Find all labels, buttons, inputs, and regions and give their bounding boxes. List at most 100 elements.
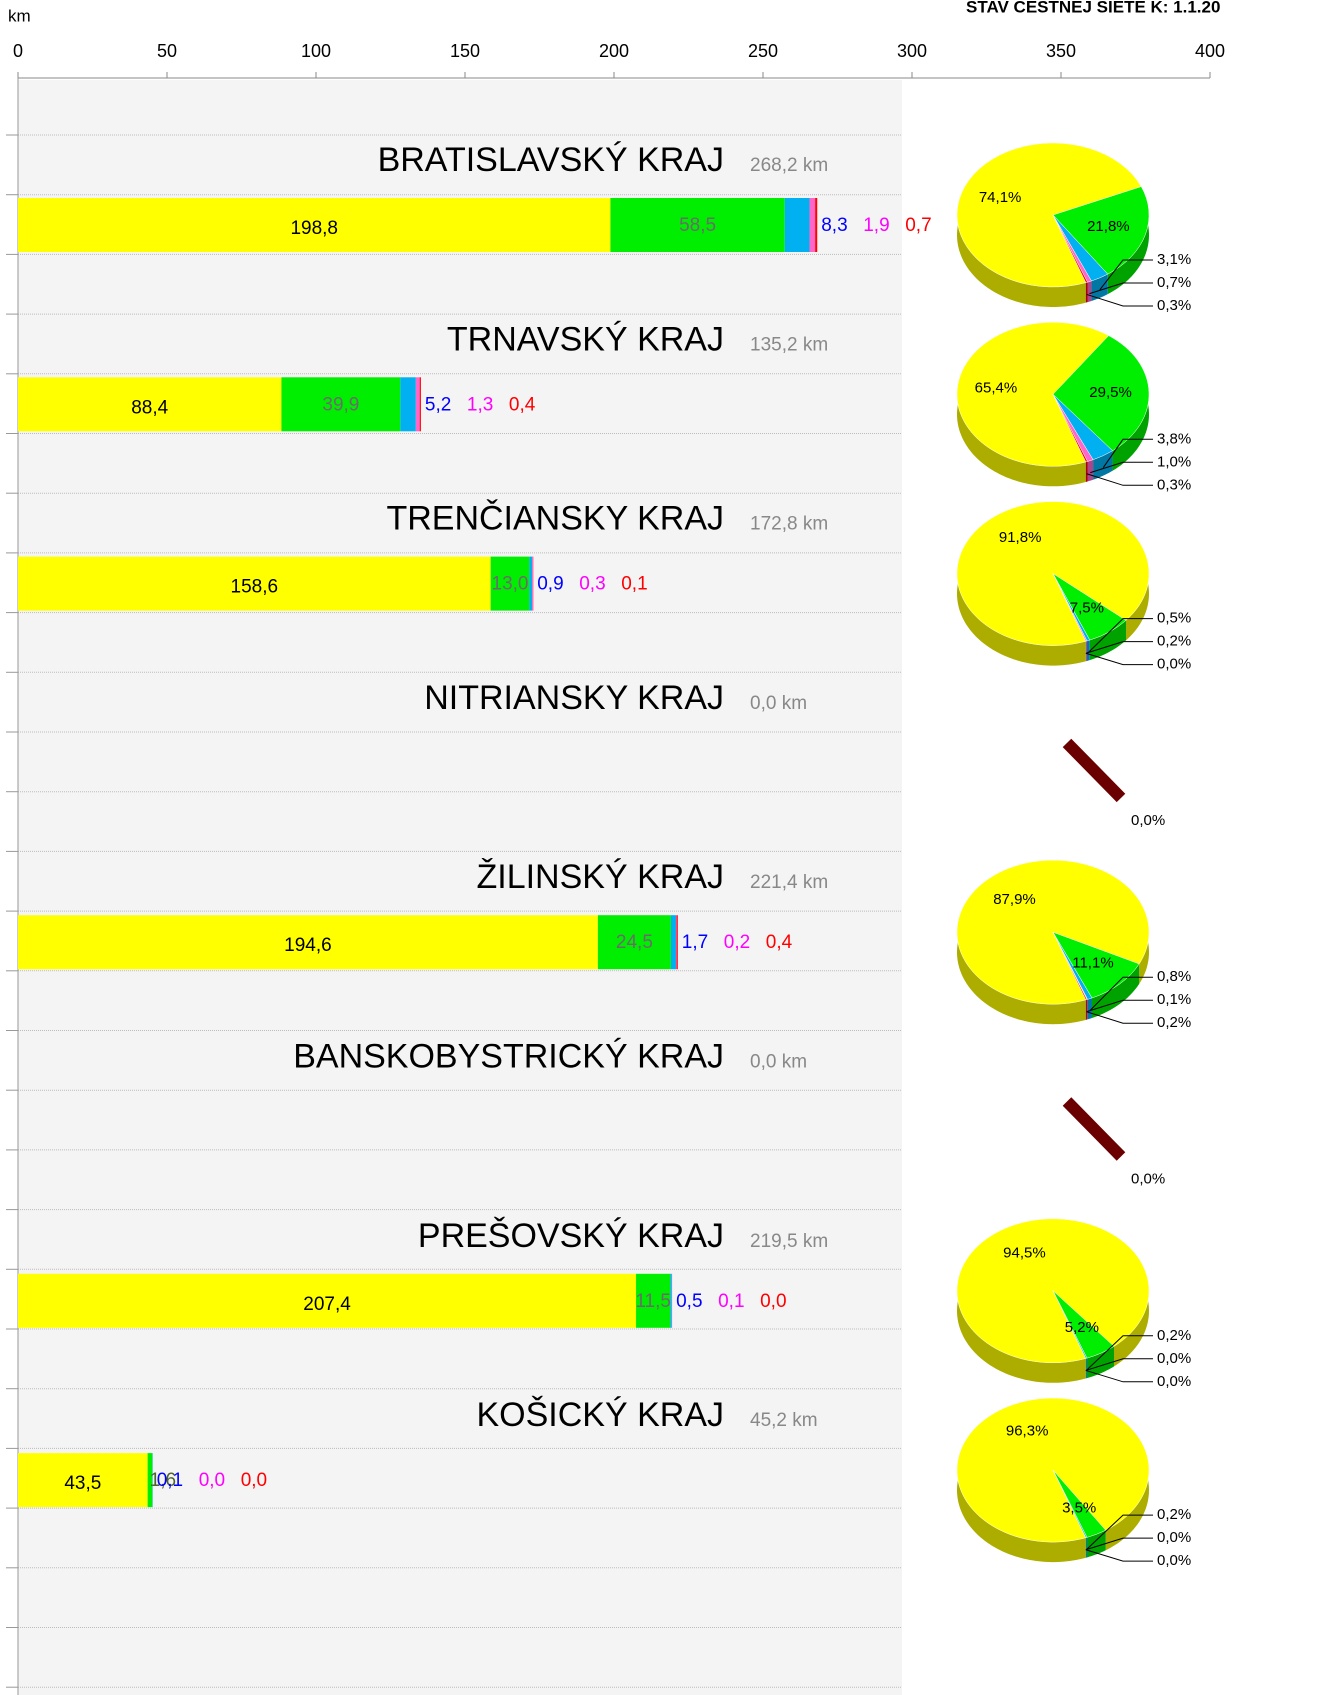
pie-label: 7,5% bbox=[1070, 600, 1104, 617]
pie-label: 3,1% bbox=[1157, 251, 1191, 268]
pie-slice bbox=[1052, 394, 1088, 463]
x-tick-label: 100 bbox=[301, 41, 331, 61]
bar-value-label: 0,5 bbox=[676, 1291, 702, 1312]
bar-value-label: 0,0 bbox=[199, 1470, 225, 1491]
pie-leader bbox=[1085, 1369, 1153, 1383]
bar-segment bbox=[675, 915, 677, 970]
region-title: ŽILINSKÝ KRAJ bbox=[476, 858, 724, 896]
bar-segment bbox=[18, 1273, 637, 1328]
x-tick-label: 300 bbox=[897, 41, 927, 61]
bar-segment bbox=[419, 377, 421, 432]
pie-label: 74,1% bbox=[979, 189, 1022, 206]
bar-value-label: 1,3 bbox=[467, 394, 493, 415]
pie-slice bbox=[1052, 1290, 1088, 1359]
bar-segment bbox=[597, 915, 671, 970]
bar-segment bbox=[490, 556, 530, 611]
bar-value-label: 0,7 bbox=[905, 215, 931, 236]
pie-side bbox=[1085, 640, 1087, 662]
region-title: BRATISLAVSKÝ KRAJ bbox=[378, 141, 724, 179]
region-total: 45,2 km bbox=[750, 1410, 818, 1431]
pie-label: 94,5% bbox=[1003, 1244, 1046, 1261]
pie-side bbox=[1086, 999, 1088, 1020]
bar-segment bbox=[281, 377, 401, 432]
pie-leader bbox=[1088, 618, 1153, 653]
region-title: NITRIANSKY KRAJ bbox=[424, 679, 724, 717]
pie-side bbox=[1087, 997, 1092, 1020]
bar-value-label: 207,4 bbox=[303, 1294, 351, 1315]
region-title: TRNAVSKÝ KRAJ bbox=[447, 320, 724, 358]
pie-leader bbox=[1090, 461, 1153, 474]
bar-value-label: 0,9 bbox=[537, 574, 563, 595]
x-tick-label: 150 bbox=[450, 41, 480, 61]
pie-label: 0,2% bbox=[1157, 1506, 1191, 1523]
bar-segment bbox=[670, 1273, 672, 1328]
bar-segment bbox=[676, 915, 678, 970]
bar-value-label: 43,5 bbox=[64, 1473, 101, 1494]
pie-slice bbox=[1052, 573, 1088, 642]
pie-slice bbox=[1052, 1469, 1088, 1539]
region-title: PREŠOVSKÝ KRAJ bbox=[418, 1217, 724, 1255]
bar-value-label: 158,6 bbox=[231, 577, 279, 598]
pie-label: 65,4% bbox=[975, 379, 1018, 396]
pie-side bbox=[1087, 459, 1094, 482]
pie-label: 96,3% bbox=[1006, 1422, 1049, 1439]
region-total: 268,2 km bbox=[750, 155, 828, 176]
pie-slice bbox=[1052, 931, 1140, 999]
bar-value-label: 0,4 bbox=[509, 394, 536, 415]
bar-value-label: 0,3 bbox=[579, 574, 605, 595]
x-tick-label: 200 bbox=[599, 41, 629, 61]
pie-leader bbox=[1085, 652, 1153, 666]
pie-empty bbox=[1062, 1097, 1126, 1161]
bar-value-label: 88,4 bbox=[131, 397, 168, 418]
bar-segment bbox=[18, 198, 611, 252]
pie-side bbox=[1091, 274, 1108, 301]
bar-value-label: 11,5 bbox=[635, 1291, 671, 1312]
pie-leader bbox=[1085, 1549, 1153, 1562]
pie-side bbox=[1089, 620, 1127, 661]
pie-label: 0,1% bbox=[1157, 991, 1191, 1008]
bar-value-label: 198,8 bbox=[290, 218, 338, 239]
chart-title: STAV CESTNEJ SIETE K: 1.1.20 bbox=[966, 0, 1220, 16]
bar-segment bbox=[18, 1453, 148, 1508]
pie-leader bbox=[1085, 1358, 1153, 1371]
bar-value-label: 0,1 bbox=[157, 1470, 183, 1491]
pie-leader bbox=[1087, 999, 1153, 1012]
pie-label: 3,8% bbox=[1157, 430, 1191, 447]
pie-leader bbox=[1086, 1514, 1153, 1550]
pie-slice bbox=[1052, 932, 1088, 1001]
region-total: 135,2 km bbox=[750, 334, 828, 355]
bar-value-label: 8,3 bbox=[821, 215, 847, 236]
pie-label: 0,0% bbox=[1131, 1170, 1165, 1187]
pie-side bbox=[1086, 1530, 1106, 1558]
pie-label: 1,0% bbox=[1157, 453, 1191, 470]
bar-segment bbox=[400, 377, 416, 432]
region-total: 219,5 km bbox=[750, 1231, 828, 1252]
bar-value-label: 0,0 bbox=[241, 1470, 267, 1491]
bar-value-label: 1,6 bbox=[150, 1470, 176, 1491]
bar-value-label: 194,6 bbox=[284, 935, 332, 956]
bar-segment bbox=[18, 377, 282, 432]
region-title: BANSKOBYSTRICKÝ KRAJ bbox=[293, 1037, 724, 1075]
bar-segment bbox=[784, 198, 810, 252]
bar-segment bbox=[532, 556, 533, 611]
bar-segment bbox=[815, 198, 818, 252]
pie-side bbox=[1085, 282, 1088, 303]
pie-label: 0,2% bbox=[1157, 1327, 1191, 1344]
bar-value-label: 1,7 bbox=[682, 932, 708, 953]
pie-label: 11,1% bbox=[1072, 954, 1113, 971]
pie-label: 87,9% bbox=[993, 891, 1036, 908]
pie-label: 29,5% bbox=[1089, 384, 1132, 401]
bar-segment bbox=[147, 1453, 153, 1508]
bar-value-label: 0,2 bbox=[724, 932, 750, 953]
pie-side bbox=[1085, 461, 1088, 482]
pie-label: 0,0% bbox=[1157, 1350, 1191, 1367]
pie-label: 0,0% bbox=[1157, 1529, 1191, 1546]
pie-slice bbox=[1052, 335, 1150, 452]
plot-background bbox=[18, 80, 902, 1695]
pie-leader bbox=[1086, 641, 1153, 654]
pie-empty bbox=[1062, 738, 1126, 803]
pie-leader bbox=[1086, 1011, 1153, 1024]
x-tick-label: 400 bbox=[1195, 41, 1225, 61]
x-tick-label: 0 bbox=[13, 41, 23, 61]
